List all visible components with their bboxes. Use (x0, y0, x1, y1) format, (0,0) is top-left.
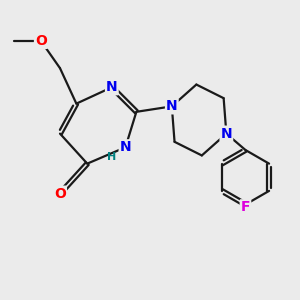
Text: N: N (166, 99, 178, 113)
Text: N: N (106, 80, 118, 94)
Text: F: F (241, 200, 250, 214)
Text: O: O (35, 34, 47, 48)
Text: N: N (220, 127, 232, 141)
Text: N: N (120, 140, 131, 154)
Text: H: H (106, 152, 116, 162)
Text: O: O (54, 187, 66, 201)
